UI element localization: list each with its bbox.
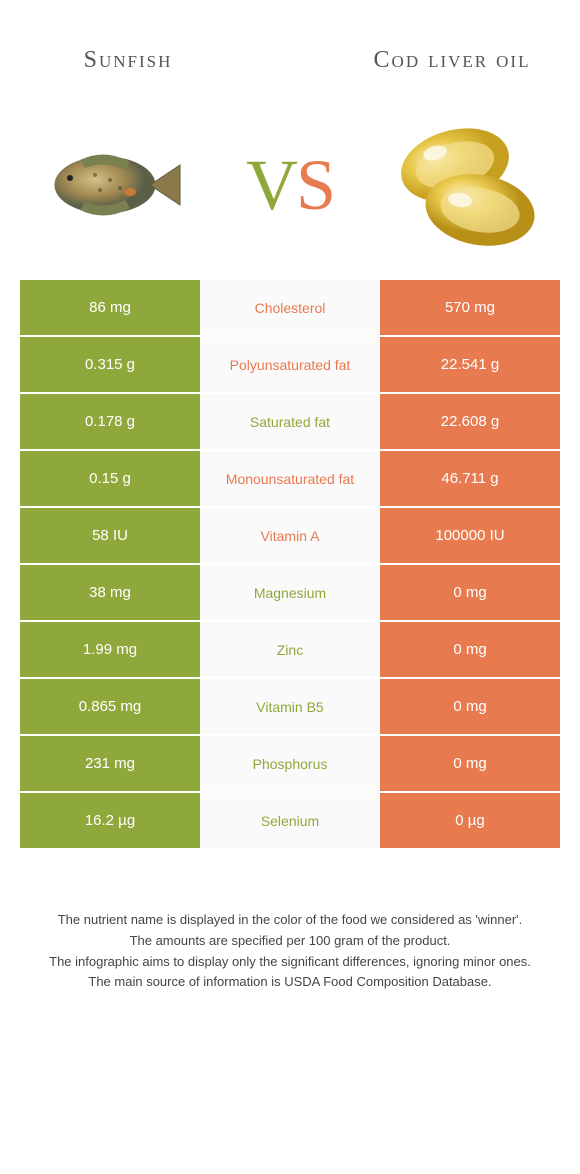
table-row: 0.15 gMonounsaturated fat46.711 g	[20, 451, 560, 506]
nutrient-label: Monounsaturated fat	[200, 451, 380, 506]
left-value: 1.99 mg	[20, 622, 200, 677]
table-row: 0.178 gSaturated fat22.608 g	[20, 394, 560, 449]
table-row: 231 mgPhosphorus0 mg	[20, 736, 560, 791]
nutrient-label: Vitamin A	[200, 508, 380, 563]
right-value: 0 mg	[380, 622, 560, 677]
left-value: 231 mg	[20, 736, 200, 791]
nutrient-label: Magnesium	[200, 565, 380, 620]
left-value: 86 mg	[20, 280, 200, 335]
capsule-icon	[385, 115, 545, 255]
right-value: 46.711 g	[380, 451, 560, 506]
left-value: 0.315 g	[20, 337, 200, 392]
table-row: 38 mgMagnesium0 mg	[20, 565, 560, 620]
right-food-title: Cod liver oil	[344, 46, 560, 75]
nutrient-label: Cholesterol	[200, 280, 380, 335]
left-food-title: Sunfish	[20, 46, 236, 75]
left-value: 16.2 µg	[20, 793, 200, 848]
right-value: 0 µg	[380, 793, 560, 848]
header: Sunfish Cod liver oil	[0, 0, 580, 110]
right-value: 0 mg	[380, 565, 560, 620]
sunfish-image	[30, 110, 200, 260]
nutrient-label: Vitamin B5	[200, 679, 380, 734]
left-value: 58 IU	[20, 508, 200, 563]
nutrient-label: Zinc	[200, 622, 380, 677]
vs-v: V	[246, 145, 296, 225]
nutrient-label: Selenium	[200, 793, 380, 848]
table-row: 58 IUVitamin A100000 IU	[20, 508, 560, 563]
left-value: 38 mg	[20, 565, 200, 620]
right-value: 22.541 g	[380, 337, 560, 392]
footnote-line: The nutrient name is displayed in the co…	[30, 910, 550, 931]
table-row: 1.99 mgZinc0 mg	[20, 622, 560, 677]
table-row: 0.315 gPolyunsaturated fat22.541 g	[20, 337, 560, 392]
right-value: 0 mg	[380, 736, 560, 791]
footnote-line: The amounts are specified per 100 gram o…	[30, 931, 550, 952]
right-value: 570 mg	[380, 280, 560, 335]
right-value: 22.608 g	[380, 394, 560, 449]
footnote: The nutrient name is displayed in the co…	[0, 850, 580, 993]
right-value: 100000 IU	[380, 508, 560, 563]
table-row: 86 mgCholesterol570 mg	[20, 280, 560, 335]
cod-liver-oil-image	[380, 110, 550, 260]
nutrient-label: Polyunsaturated fat	[200, 337, 380, 392]
right-value: 0 mg	[380, 679, 560, 734]
vs-label: VS	[246, 144, 334, 227]
left-value: 0.178 g	[20, 394, 200, 449]
nutrient-label: Saturated fat	[200, 394, 380, 449]
footnote-line: The main source of information is USDA F…	[30, 972, 550, 993]
table-row: 16.2 µgSelenium0 µg	[20, 793, 560, 848]
nutrient-label: Phosphorus	[200, 736, 380, 791]
table-row: 0.865 mgVitamin B50 mg	[20, 679, 560, 734]
images-row: VS	[0, 110, 580, 280]
vs-s: S	[296, 145, 334, 225]
left-value: 0.865 mg	[20, 679, 200, 734]
footnote-line: The infographic aims to display only the…	[30, 952, 550, 973]
left-value: 0.15 g	[20, 451, 200, 506]
comparison-table: 86 mgCholesterol570 mg0.315 gPolyunsatur…	[0, 280, 580, 848]
fish-icon	[40, 140, 190, 230]
